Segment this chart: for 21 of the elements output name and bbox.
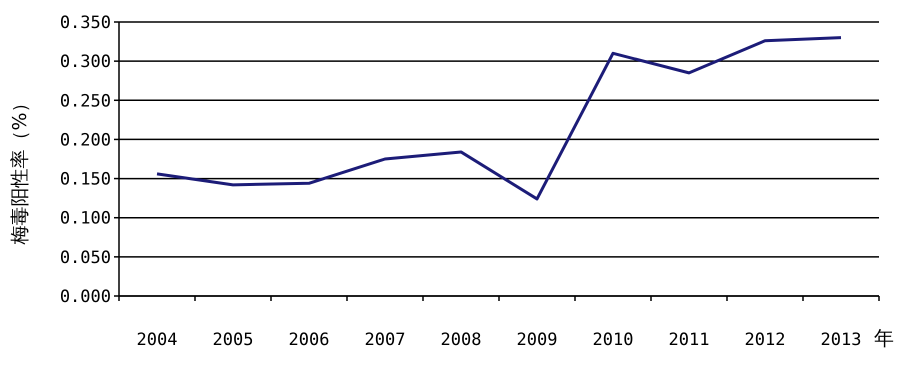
x-tick-label: 2011 <box>668 330 710 350</box>
y-tick-label: 0.350 <box>60 13 111 33</box>
y-tick-label: 0.200 <box>60 130 111 150</box>
x-tick-label: 2008 <box>440 330 482 350</box>
y-tick-label: 0.150 <box>60 170 111 190</box>
y-tick-label: 0.300 <box>60 52 111 72</box>
y-tick-label: 0.100 <box>60 208 111 229</box>
x-tick-label: 2004 <box>136 330 178 350</box>
x-tick-label: 2007 <box>364 330 406 350</box>
x-tick-label: 2010 <box>592 330 634 350</box>
y-axis-title: 梅毒阳性率（%） <box>9 93 31 246</box>
y-tick-label: 0.250 <box>60 91 111 112</box>
x-tick-label: 2005 <box>212 330 254 350</box>
x-tick-label: 2013 <box>820 330 862 350</box>
x-axis-title: 年 <box>874 326 894 350</box>
y-tick-label: 0.050 <box>60 248 111 268</box>
x-tick-label: 2009 <box>516 330 558 350</box>
y-tick-label: 0.000 <box>60 287 111 307</box>
line-series <box>156 36 842 200</box>
x-tick-label: 2006 <box>288 330 330 350</box>
x-tick-label: 2012 <box>744 330 786 350</box>
